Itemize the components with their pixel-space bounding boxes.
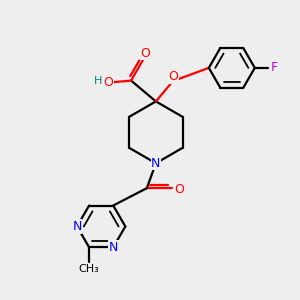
Text: O: O xyxy=(169,70,178,83)
Text: N: N xyxy=(72,220,82,233)
Text: CH₃: CH₃ xyxy=(79,263,100,274)
Text: O: O xyxy=(103,76,113,89)
Text: N: N xyxy=(151,157,160,170)
Text: F: F xyxy=(270,61,278,74)
Text: O: O xyxy=(140,46,150,59)
Text: N: N xyxy=(109,241,118,254)
Text: O: O xyxy=(174,183,184,196)
Text: H: H xyxy=(94,76,102,86)
